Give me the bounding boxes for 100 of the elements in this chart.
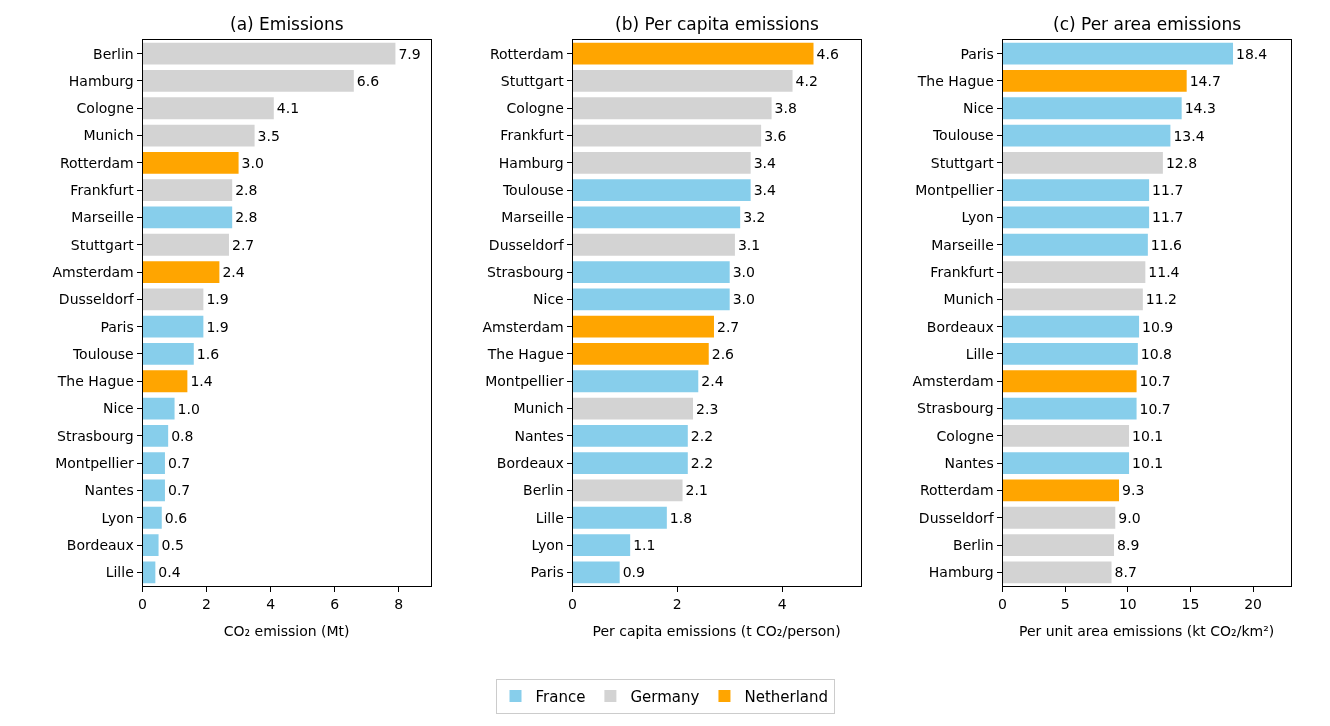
bar (1002, 97, 1182, 120)
x-axis-title: CO₂ emission (Mt) (223, 623, 350, 640)
y-tick-label: Stuttgart (500, 72, 565, 89)
bar (1002, 343, 1138, 365)
data-label: 1.6 (196, 345, 220, 362)
bar (142, 206, 233, 229)
bar (1002, 261, 1146, 283)
bar (142, 42, 396, 65)
x-tick-label: 8 (394, 595, 404, 612)
data-label: 11.7 (1152, 209, 1184, 226)
y-tick-label: Hamburg (928, 564, 994, 581)
bar (142, 343, 194, 365)
y-tick-label: Berlin (93, 45, 134, 62)
y-tick-label: Stuttgart (930, 154, 995, 171)
bar (1002, 70, 1187, 92)
bar (142, 315, 204, 338)
legend-label: Germany (630, 687, 700, 706)
bar (572, 479, 683, 502)
bar (1002, 561, 1112, 584)
data-label: 0.4 (158, 564, 181, 581)
bar (572, 370, 699, 393)
y-tick-label: Marseille (931, 236, 994, 253)
data-label: 10.1 (1132, 455, 1164, 472)
bar (572, 261, 730, 283)
bar (142, 561, 156, 584)
bar (142, 506, 162, 529)
y-tick-label: Cologne (76, 100, 134, 117)
bar (572, 397, 694, 420)
data-label: 3.4 (753, 154, 777, 171)
y-tick-label: Marseille (501, 209, 564, 226)
bar (1002, 315, 1140, 338)
data-label: 1.0 (177, 400, 200, 417)
bar (572, 506, 667, 529)
bar (1002, 452, 1130, 475)
data-label: 4.2 (795, 72, 818, 89)
y-tick-label: Montpellier (915, 182, 994, 199)
bar (142, 151, 239, 174)
bar (572, 151, 751, 174)
data-label: 2.1 (685, 482, 708, 499)
y-tick-label: Amsterdam (52, 263, 134, 280)
data-label: 10.9 (1142, 318, 1174, 335)
y-tick-label: Munich (513, 400, 564, 417)
chart-title: (c) Per area emissions (1053, 14, 1242, 34)
bar (572, 70, 793, 92)
y-tick-label: Lille (105, 564, 134, 581)
x-tick-label: 15 (1181, 595, 1200, 612)
data-label: 18.4 (1236, 45, 1268, 62)
x-axis-title: Per unit area emissions (kt CO₂/km²) (1018, 623, 1275, 640)
x-tick-label: 4 (777, 595, 787, 612)
y-tick-label: Bordeaux (926, 318, 994, 335)
bar (1002, 288, 1143, 311)
data-label: 10.7 (1139, 373, 1171, 390)
y-tick-label: Lyon (531, 536, 564, 553)
bar (142, 397, 175, 420)
y-tick-label: Lyon (101, 509, 134, 526)
bar (142, 179, 233, 202)
y-tick-label: The Hague (56, 373, 134, 390)
y-tick-label: Nice (103, 400, 134, 417)
y-tick-label: Berlin (953, 536, 994, 553)
y-tick-label: Lille (965, 345, 994, 362)
data-label: 11.7 (1152, 182, 1184, 199)
data-label: 0.7 (167, 482, 191, 499)
bar (572, 561, 620, 584)
data-label: 0.5 (161, 537, 184, 554)
legend-label: Netherland (744, 687, 829, 706)
data-label: 2.7 (716, 318, 740, 335)
bar (142, 424, 169, 447)
data-label: 7.9 (398, 45, 421, 62)
data-label: 2.8 (235, 182, 258, 199)
y-tick-label: Nice (963, 100, 994, 117)
bar (142, 261, 220, 283)
y-tick-label: Berlin (523, 482, 564, 499)
bar (572, 534, 631, 556)
data-label: 14.3 (1184, 100, 1216, 117)
data-label: 11.2 (1145, 291, 1178, 308)
x-tick-label: 0 (138, 595, 148, 612)
data-label: 4.6 (816, 45, 839, 62)
y-tick-label: Rotterdam (59, 154, 134, 171)
bar (572, 97, 772, 120)
y-tick-label: Hamburg (498, 154, 564, 171)
y-tick-label: Montpellier (55, 455, 134, 472)
y-tick-label: Stuttgart (70, 236, 135, 253)
y-tick-label: Munich (83, 127, 134, 144)
y-tick-label: Lille (535, 509, 564, 526)
data-label: 0.6 (164, 509, 188, 526)
y-tick-label: Montpellier (485, 373, 564, 390)
x-tick-label: 10 (1118, 595, 1137, 612)
bar (142, 124, 255, 147)
data-label: 2.6 (711, 345, 735, 362)
y-tick-label: Frankfurt (930, 263, 995, 280)
data-label: 3.5 (257, 127, 280, 144)
bar (1002, 534, 1115, 556)
x-tick-label: 6 (330, 595, 340, 612)
y-tick-label: Toulouse (501, 182, 564, 199)
data-label: 1.1 (633, 537, 656, 554)
data-label: 0.7 (167, 455, 191, 472)
bar (142, 534, 159, 556)
bar (572, 315, 714, 338)
x-tick-label: 0 (998, 595, 1008, 612)
y-tick-label: Munich (943, 291, 994, 308)
